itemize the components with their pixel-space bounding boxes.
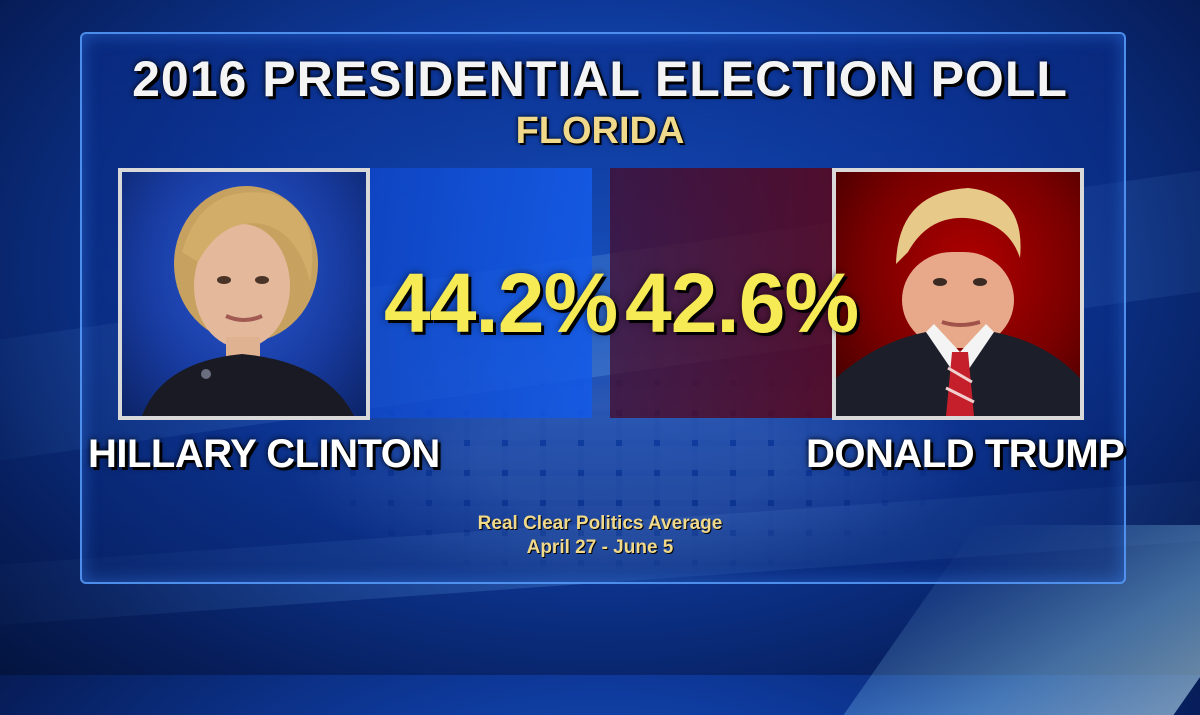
clinton-photo: [118, 168, 370, 420]
clinton-percentage: 44.2%: [384, 256, 618, 350]
poll-source: Real Clear Politics Average April 27 - J…: [0, 512, 1200, 560]
poll-title: 2016 PRESIDENTIAL ELECTION POLL: [132, 51, 1068, 107]
poll-state: FLORIDA: [515, 110, 685, 152]
clinton-portrait: [142, 186, 354, 416]
clinton-name: HILLARY CLINTON: [88, 432, 440, 476]
trump-percentage: 42.6%: [625, 256, 859, 350]
trump-name: DONALD TRUMP: [806, 432, 1125, 476]
trump-portrait: [836, 188, 1080, 416]
source-line-2: April 27 - June 5: [526, 537, 674, 558]
trump-photo: [832, 168, 1084, 420]
source-line-1: Real Clear Politics Average: [477, 513, 723, 534]
